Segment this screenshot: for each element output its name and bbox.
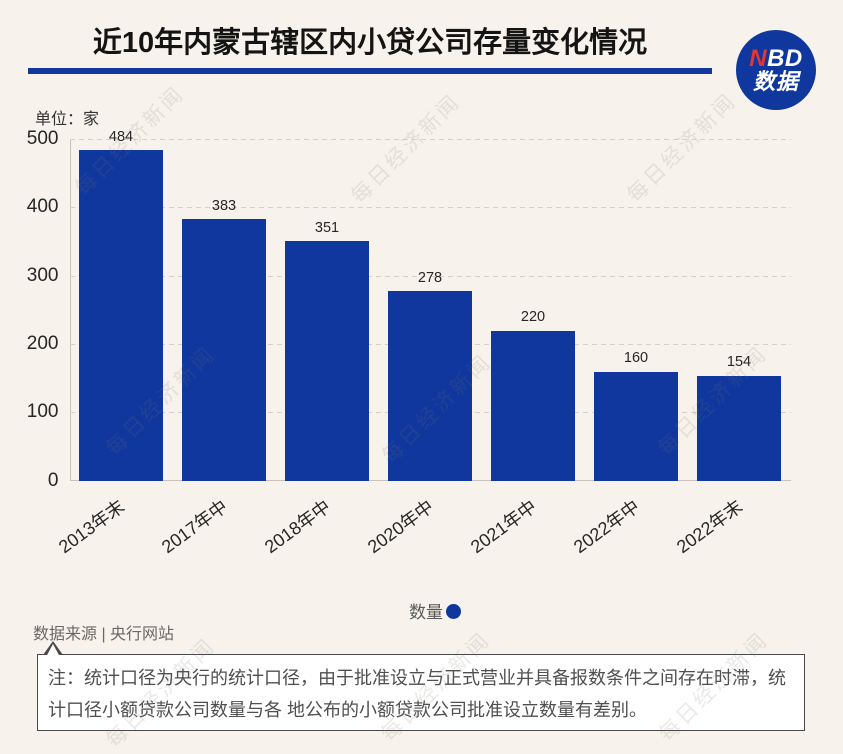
gridline-300	[69, 275, 791, 277]
x-tick-label-2022年末: 2022年末	[672, 496, 747, 558]
bar-value-label-2021年中: 220	[520, 309, 546, 326]
nbd-logo-subtext: 数据	[752, 68, 799, 94]
bar-2021年中[interactable]	[491, 330, 575, 481]
x-tick-label-2013年末: 2013年末	[54, 496, 129, 558]
x-tick-label-2022年中: 2022年中	[569, 496, 644, 558]
data-source-caption: 数据来源 | 央行网站	[33, 626, 175, 643]
title-underline	[28, 68, 712, 74]
nbd-logo-n: N	[749, 45, 768, 73]
nbd-logo-badge: NBD 数据	[736, 30, 816, 110]
y-tick-label-500: 500	[26, 128, 59, 149]
chart-title: 近10年内蒙古辖区内小贷公司存量变化情况	[92, 27, 648, 59]
bar-value-label-2017年中: 383	[211, 197, 237, 214]
x-tick-label-2018年中: 2018年中	[260, 496, 335, 558]
y-tick-label-100: 100	[26, 401, 59, 423]
bar-2020年中[interactable]	[388, 291, 472, 481]
bar-2018年中[interactable]	[285, 241, 369, 481]
bar-value-label-2013年末: 484	[108, 128, 134, 145]
bar-2022年末[interactable]	[697, 375, 781, 481]
y-tick-label-300: 300	[26, 264, 59, 286]
y-tick-label-0: 0	[47, 469, 59, 491]
legend: 数量	[75, 598, 796, 623]
legend-item-quantity[interactable]: 数量	[409, 598, 461, 623]
plot-area: 484 383 351 278 220 160 154	[69, 129, 791, 481]
y-axis-unit-label: 单位：家	[35, 111, 100, 128]
bar-2013年末[interactable]	[79, 150, 163, 481]
bar-2022年中[interactable]	[594, 371, 678, 481]
legend-label: 数量	[409, 603, 443, 622]
bar-2017年中[interactable]	[182, 219, 266, 481]
bar-value-label-2022年中: 160	[623, 350, 649, 367]
y-axis-line	[69, 139, 71, 481]
note-box: 注：统计口径为央行的统计口径，由于批准设立与正式营业并具备报数条件之间存在时滞，…	[37, 654, 805, 731]
y-tick-label-400: 400	[26, 196, 59, 218]
x-tick-label-2017年中: 2017年中	[157, 496, 232, 558]
nbd-logo-text: NBD	[749, 45, 803, 73]
bar-value-label-2022年末: 154	[726, 354, 752, 371]
bar-value-label-2018年中: 351	[314, 219, 340, 236]
x-tick-label-2020年中: 2020年中	[363, 496, 438, 558]
gridline-500	[69, 139, 791, 140]
nbd-logo-bd: BD	[767, 45, 803, 73]
legend-marker-dot	[446, 603, 461, 619]
gridline-400	[69, 207, 791, 209]
y-tick-label-200: 200	[26, 332, 59, 354]
bar-value-label-2020年中: 278	[417, 269, 443, 286]
note-bubble-tail-fill	[45, 643, 60, 657]
x-tick-label-2021年中: 2021年中	[466, 496, 541, 558]
